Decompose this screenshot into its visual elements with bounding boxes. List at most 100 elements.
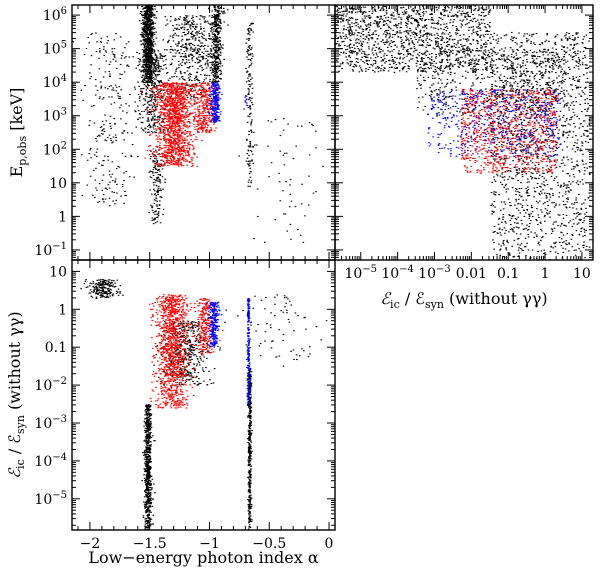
point-black	[141, 27, 144, 29]
point-black	[144, 128, 147, 130]
point-red	[197, 93, 199, 95]
point-red	[180, 122, 183, 124]
point-black	[173, 34, 175, 36]
point-black	[177, 35, 180, 37]
point-black	[149, 53, 152, 55]
point-blue	[215, 120, 217, 122]
point-black	[220, 52, 222, 54]
point-red	[206, 123, 208, 125]
point-red	[158, 135, 161, 137]
point-red	[186, 136, 188, 138]
point-red	[202, 121, 204, 123]
point-black	[145, 14, 148, 16]
point-black	[102, 198, 104, 200]
point-red	[174, 163, 176, 165]
point-red	[170, 95, 173, 97]
point-black	[144, 70, 147, 72]
point-red	[174, 93, 177, 95]
point-black	[147, 111, 150, 113]
point-red	[158, 165, 160, 167]
point-black	[184, 22, 186, 24]
point-black	[153, 184, 155, 186]
point-red	[206, 98, 208, 100]
point-black	[483, 23, 486, 25]
point-red	[173, 158, 175, 160]
point-black	[143, 58, 146, 60]
point-black	[150, 32, 153, 34]
point-black	[99, 81, 102, 83]
point-black	[461, 24, 464, 26]
point-black	[346, 13, 348, 15]
point-red	[178, 101, 181, 103]
point-black	[452, 49, 454, 51]
point-black	[178, 64, 180, 66]
point-black	[152, 61, 154, 63]
point-black	[203, 30, 206, 32]
point-red	[185, 114, 188, 116]
point-black	[484, 46, 486, 48]
point-black	[214, 36, 217, 38]
point-black	[188, 62, 191, 64]
point-black	[181, 23, 183, 25]
point-black	[211, 41, 214, 43]
point-red	[172, 163, 175, 165]
point-red	[163, 136, 165, 138]
point-black	[190, 33, 193, 35]
point-blue	[212, 100, 214, 102]
point-black	[145, 24, 148, 26]
point-black	[94, 154, 96, 156]
point-red	[184, 89, 187, 91]
point-red	[216, 114, 218, 116]
point-black	[455, 58, 458, 60]
point-black	[214, 37, 217, 39]
point-black	[145, 57, 147, 59]
point-red	[175, 112, 177, 114]
point-black	[383, 20, 385, 22]
point-black	[156, 106, 158, 108]
point-black	[152, 28, 155, 30]
point-red	[163, 150, 166, 152]
point-black	[122, 110, 124, 112]
point-red	[178, 148, 181, 150]
point-black	[133, 86, 136, 88]
point-red	[173, 85, 175, 87]
point-black	[249, 28, 252, 30]
point-black	[196, 23, 198, 25]
point-black	[153, 178, 156, 180]
point-red	[180, 164, 183, 166]
point-black	[210, 72, 213, 74]
point-black	[472, 18, 475, 20]
point-black	[143, 52, 146, 54]
point-black	[335, 29, 337, 31]
point-red	[179, 134, 181, 136]
point-red	[182, 90, 185, 92]
point-black	[213, 14, 216, 16]
point-black	[111, 96, 113, 98]
point-black	[200, 15, 203, 17]
point-red	[163, 133, 165, 135]
point-red	[161, 82, 164, 84]
point-black	[449, 22, 451, 24]
point-black	[215, 43, 218, 45]
point-red	[203, 110, 205, 112]
point-red	[177, 85, 180, 87]
point-black	[218, 9, 220, 11]
point-black	[108, 197, 111, 199]
point-red	[204, 91, 207, 93]
point-black	[211, 70, 214, 72]
point-black	[171, 48, 173, 50]
point-black	[145, 19, 148, 21]
point-red	[178, 122, 180, 124]
point-red	[178, 118, 181, 120]
point-black	[156, 103, 159, 105]
point-black	[422, 41, 425, 43]
point-black	[148, 74, 151, 76]
point-black	[249, 160, 251, 162]
point-black	[194, 77, 196, 79]
point-black	[135, 67, 137, 69]
point-black	[252, 23, 254, 25]
point-red	[187, 151, 189, 153]
point-black	[486, 30, 489, 32]
point-black	[220, 73, 223, 75]
